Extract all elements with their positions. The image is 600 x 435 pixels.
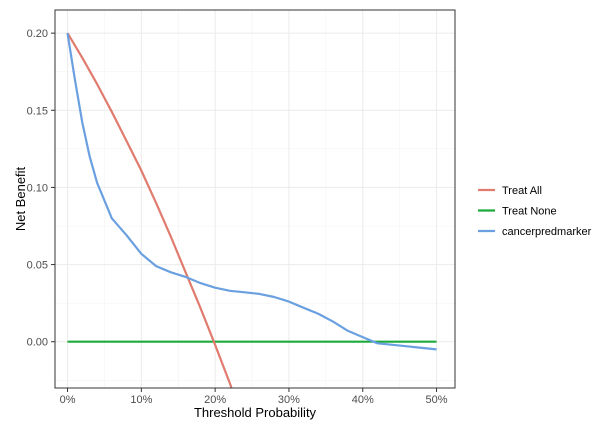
series-line-cancerpredmarker (66, 32, 437, 351)
x-axis-ticks: 0% 10% 20% 30% 40% 50% (60, 388, 448, 406)
series-line-treat-all (66, 32, 233, 388)
legend-label-treat-none: Treat None (502, 206, 557, 218)
y-axis-ticks: 0.00 0.05 0.10 0.15 0.20 (27, 28, 55, 349)
y-tick-label: 0.05 (27, 260, 48, 272)
watermark-text: 知乎 @知明 (500, 401, 585, 420)
y-tick-label: 0.10 (27, 182, 48, 194)
x-tick-label: 20% (204, 394, 226, 406)
y-tick-label: 0.15 (27, 105, 48, 117)
y-tick-label: 0.20 (27, 28, 48, 40)
x-tick-label: 40% (352, 394, 374, 406)
x-tick-label: 0% (60, 394, 76, 406)
plot-panel (55, 10, 455, 388)
series-layer (66, 32, 437, 388)
x-tick-label: 30% (278, 394, 300, 406)
y-tick-label: 0.00 (27, 337, 48, 349)
legend: Treat All Treat None cancerpredmarker (478, 185, 592, 238)
y-axis-title: Net Benefit (13, 166, 28, 231)
watermark: 知乎 @知明 (500, 401, 585, 420)
legend-label-treat-all: Treat All (502, 185, 542, 197)
minor-gridlines (55, 10, 455, 388)
x-tick-label: 50% (426, 394, 448, 406)
x-tick-label: 10% (130, 394, 152, 406)
legend-label-cancerpredmarker: cancerpredmarker (502, 226, 592, 238)
plot-border (54, 9, 456, 389)
x-axis-title: Threshold Probability (194, 405, 317, 420)
